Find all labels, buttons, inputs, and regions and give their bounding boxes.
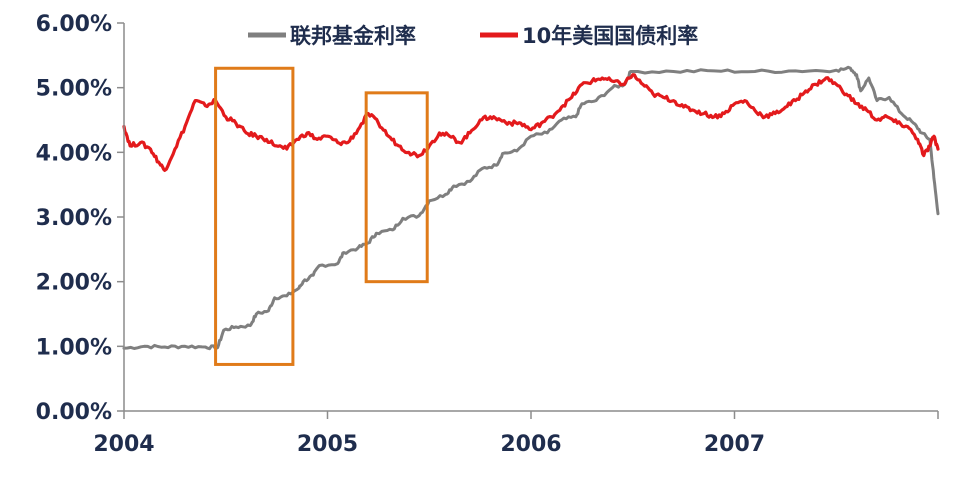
legend-label-fed-funds: 联邦基金利率 <box>290 24 416 48</box>
legend-label-treasury-10y: 10年美国国债利率 <box>522 24 698 48</box>
y-tick-label: 5.00% <box>36 77 112 102</box>
x-tick-label: 2006 <box>500 432 561 457</box>
y-tick-label: 0.00% <box>36 400 112 425</box>
series-line-fed-funds <box>122 65 940 351</box>
axis-layer <box>123 23 938 412</box>
x-tick-layer: 2004 2005 2006 2007 <box>93 411 939 457</box>
y-tick-label: 3.00% <box>36 206 112 231</box>
highlight-box-1 <box>214 66 295 366</box>
x-tick-label: 2004 <box>93 432 154 457</box>
y-tick-label: 1.00% <box>36 335 112 360</box>
series-line-treasury-10y <box>122 73 940 172</box>
y-tick-label: 6.00% <box>36 12 112 37</box>
highlight-box-2 <box>364 91 429 284</box>
y-tick-label: 2.00% <box>36 271 112 296</box>
y-tick-layer: 0.00% 1.00% 2.00% 3.00% 4.00% 5.00% 6.00% <box>36 12 124 425</box>
y-tick-label: 4.00% <box>36 141 112 166</box>
legend: 联邦基金利率 10年美国国债利率 <box>248 24 698 48</box>
series-layer <box>122 65 940 366</box>
x-tick-label: 2007 <box>704 432 765 457</box>
x-tick-label: 2005 <box>297 432 358 457</box>
